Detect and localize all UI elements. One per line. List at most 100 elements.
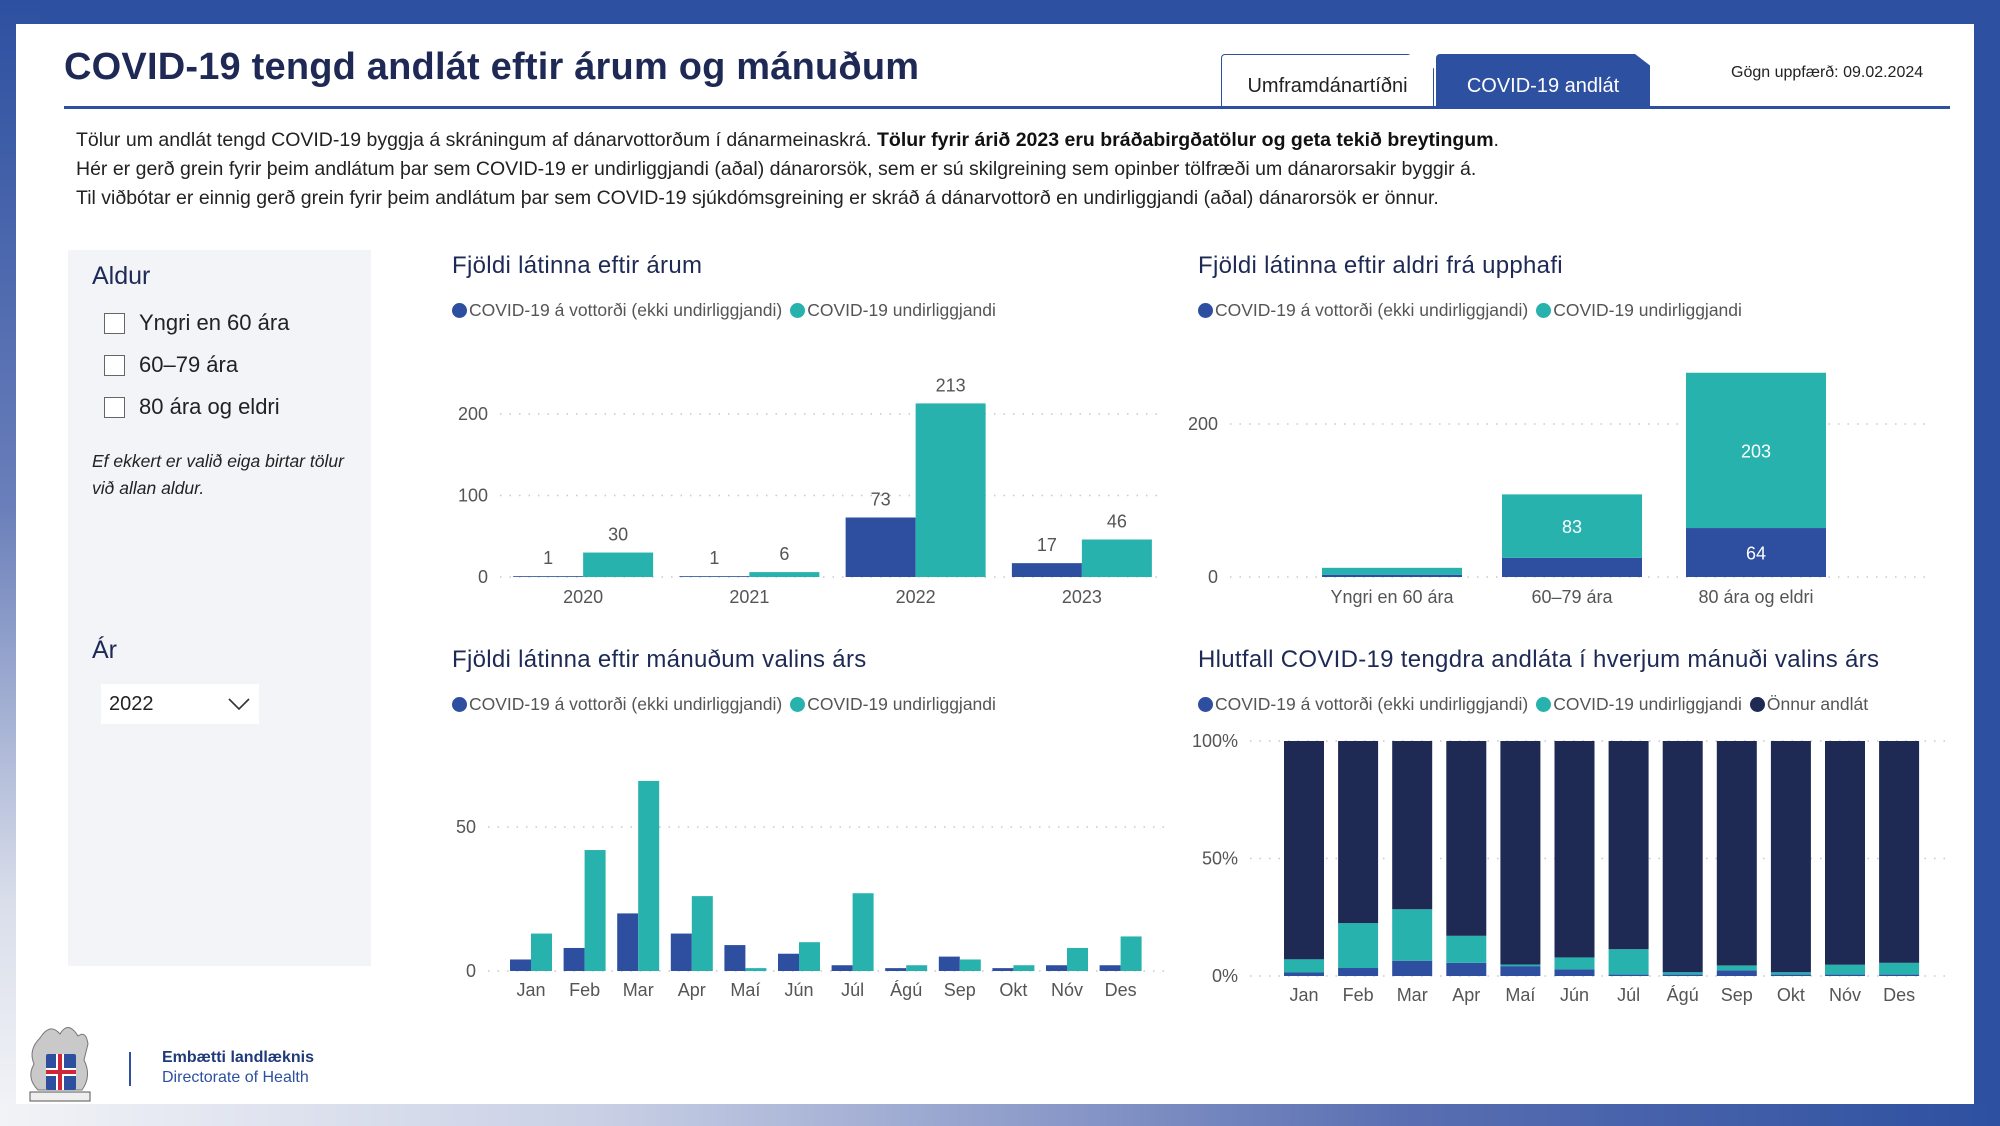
age-option-60-79[interactable]: 60–79 ára: [104, 352, 238, 378]
age-option-under-60[interactable]: Yngri en 60 ára: [104, 310, 289, 336]
x-tick-label: Sep: [944, 980, 976, 1000]
bar-Yngri en 60 ára-underlying: [1322, 567, 1462, 575]
description-line-1: Tölur um andlát tengd COVID-19 byggja á …: [76, 126, 1499, 155]
age-option-80-plus[interactable]: 80 ára og eldri: [104, 394, 280, 420]
x-tick-label: 2021: [729, 587, 769, 607]
legend-dot-icon: [1749, 697, 1765, 712]
legend-by-year: COVID-19 á vottorði (ekki undirliggjandi…: [452, 300, 1004, 321]
header-divider: [64, 106, 1950, 109]
legend-item-other[interactable]: Önnur andlát: [1749, 694, 1868, 715]
bar-Júl-other: [1608, 741, 1649, 950]
bar-Ágú-underlying: [1662, 972, 1703, 975]
bar-Sep-certificate: [938, 956, 960, 971]
age-option-label: 60–79 ára: [139, 352, 239, 377]
bar-Ágú-certificate: [1662, 974, 1703, 976]
checkbox[interactable]: [104, 312, 125, 334]
y-tick-label: 0%: [1212, 966, 1238, 986]
legend-label: COVID-19 undirliggjandi: [807, 300, 996, 320]
x-tick-label: Yngri en 60 ára: [1330, 587, 1454, 607]
bar-Jan-underlying: [531, 933, 552, 971]
x-tick-label: Jún: [784, 980, 813, 1000]
bar-Jan-certificate: [510, 959, 531, 971]
bar-Maí-underlying: [745, 968, 767, 971]
legend-item-certificate[interactable]: COVID-19 á vottorði (ekki undirliggjandi…: [452, 300, 782, 321]
bar-Ágú-underlying: [906, 965, 928, 971]
legend-item-underlying[interactable]: COVID-19 undirliggjandi: [1536, 694, 1742, 715]
data-label: 64: [1746, 544, 1766, 564]
bar-2022-certificate: [845, 517, 916, 577]
bar-Des-underlying: [1879, 962, 1920, 975]
bar-Des-underlying: [1120, 936, 1142, 971]
x-tick-label: Jan: [516, 980, 545, 1000]
bar-Mar-other: [1392, 741, 1433, 910]
x-tick-label: Apr: [678, 980, 706, 1000]
x-tick-label: Maí: [1505, 985, 1535, 1005]
chart-title-share-by-month: Hlutfall COVID-19 tengdra andláta í hver…: [1198, 646, 1880, 673]
bar-2021-underlying: [749, 572, 820, 577]
bar-Mar-certificate: [617, 913, 639, 971]
bar-Nóv-certificate: [1825, 974, 1865, 976]
legend-dot-icon: [452, 697, 467, 712]
description-text: .: [1493, 129, 1499, 151]
chart-by-month: 0 50 Jan Feb Mar Apr Maí Jún Júl Ágú Sep Okt Nóv Des: [456, 780, 1165, 1000]
bar-Apr-other: [1446, 741, 1487, 936]
bar-Sep-underlying: [1716, 965, 1757, 971]
footer-divider: [129, 1052, 131, 1086]
bar-Jún-certificate: [1554, 969, 1595, 976]
x-tick-label: Okt: [999, 980, 1027, 1000]
legend-label: COVID-19 á vottorði (ekki undirliggjandi…: [1215, 694, 1529, 714]
bar-Mar-underlying: [1392, 909, 1433, 961]
frame-bottom: [0, 1104, 2000, 1126]
bar-Jan-underlying: [1284, 959, 1324, 973]
data-label: 213: [936, 375, 966, 395]
legend-item-underlying[interactable]: COVID-19 undirliggjandi: [790, 694, 996, 715]
y-tick-label: 50: [456, 817, 476, 837]
bar-Okt-other: [1770, 741, 1811, 973]
legend-item-underlying[interactable]: COVID-19 undirliggjandi: [1536, 300, 1742, 321]
data-label: 46: [1107, 512, 1127, 532]
bar-Júl-underlying: [1608, 949, 1649, 975]
coat-of-arms-logo: [29, 1027, 91, 1102]
data-label: 83: [1562, 517, 1582, 537]
legend-label: COVID-19 undirliggjandi: [1553, 300, 1742, 320]
legend-label: COVID-19 undirliggjandi: [807, 694, 996, 714]
legend-by-month: COVID-19 á vottorði (ekki undirliggjandi…: [452, 694, 1004, 715]
bar-Maí-certificate: [1500, 966, 1541, 976]
legend-item-certificate[interactable]: COVID-19 á vottorði (ekki undirliggjandi…: [1198, 694, 1528, 715]
x-tick-label: Júl: [1617, 985, 1640, 1005]
legend-item-underlying[interactable]: COVID-19 undirliggjandi: [790, 300, 996, 321]
bar-Okt-underlying: [1770, 972, 1811, 975]
chevron-down-icon: [228, 698, 250, 711]
legend-item-certificate[interactable]: COVID-19 á vottorði (ekki undirliggjandi…: [1198, 300, 1528, 321]
legend-dot-icon: [1198, 697, 1213, 712]
legend-item-certificate[interactable]: COVID-19 á vottorði (ekki undirliggjandi…: [452, 694, 782, 715]
tab-excess-mortality[interactable]: Umframdánartíðni: [1221, 54, 1434, 106]
bar-Des-certificate: [1099, 965, 1121, 971]
legend-dot-icon: [790, 697, 806, 712]
tab-covid-deaths[interactable]: COVID-19 andlát: [1436, 54, 1650, 106]
data-label: 1: [709, 548, 719, 568]
data-label: 1: [543, 548, 553, 568]
y-tick-label: 100%: [1192, 731, 1238, 751]
frame-top: [0, 0, 2000, 24]
x-tick-label: Jan: [1289, 985, 1318, 1005]
y-tick-label: 0: [466, 961, 476, 981]
checkbox[interactable]: [104, 354, 125, 376]
description-line-3: Til viðbótar er einnig gerð grein fyrir …: [76, 187, 1439, 209]
bar-2023-certificate: [1011, 563, 1082, 577]
chart-by-age: 0 200 Yngri en 60 ára 83 60–79 ára 64 203 80 ár…: [1188, 372, 1925, 607]
bar-Feb-certificate: [563, 947, 585, 971]
organization-name: Embætti landlæknis Directorate of Health: [162, 1048, 314, 1088]
year-filter-heading: Ár: [92, 636, 117, 664]
y-tick-label: 100: [458, 486, 488, 506]
x-tick-label: Apr: [1452, 985, 1480, 1005]
data-label: 203: [1741, 441, 1771, 461]
year-dropdown[interactable]: 2022: [101, 684, 259, 724]
bar-Okt-underlying: [1013, 965, 1035, 971]
bar-Feb-certificate: [1338, 968, 1379, 976]
x-tick-label: Nóv: [1829, 985, 1861, 1005]
bar-60–79 ára-underlying: [1502, 494, 1642, 558]
chart-title-by-age: Fjöldi látinna eftir aldri frá upphafi: [1198, 252, 1563, 279]
organization-name-en: Directorate of Health: [162, 1069, 309, 1086]
checkbox[interactable]: [104, 396, 125, 418]
